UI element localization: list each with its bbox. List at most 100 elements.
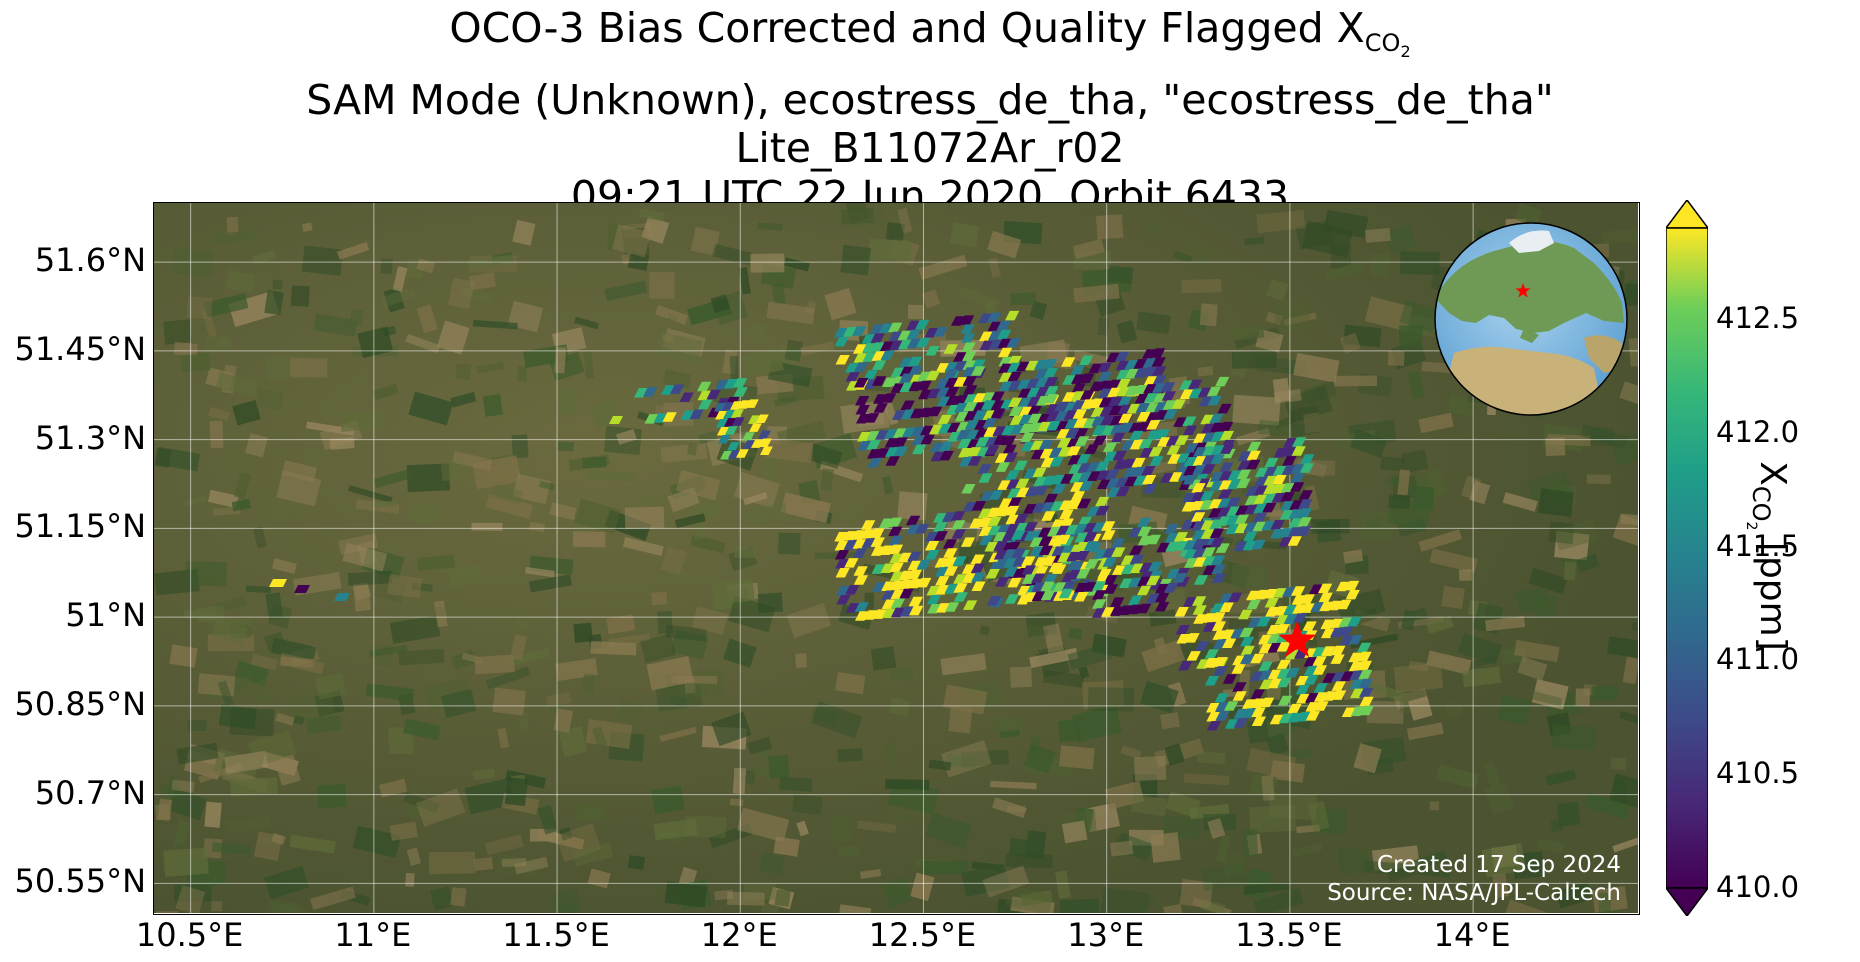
- terrain-patch: [187, 720, 207, 732]
- xco2-sounding: [927, 604, 942, 614]
- terrain-patch: [586, 469, 634, 482]
- xco2-sounding: [1044, 394, 1059, 404]
- xco2-sounding: [1027, 413, 1042, 424]
- xco2-sounding: [733, 387, 748, 397]
- xco2-sounding: [1077, 516, 1092, 527]
- xco2-sounding: [951, 529, 966, 539]
- xco2-sounding: [857, 441, 872, 451]
- xco2-sounding: [1265, 607, 1280, 617]
- terrain-patch: [1429, 548, 1478, 573]
- xco2-sounding: [643, 387, 658, 397]
- xco2-sounding: [1047, 526, 1062, 537]
- terrain-patch: [207, 406, 230, 422]
- xco2-sounding: [881, 599, 896, 609]
- xco2-sounding: [1051, 475, 1066, 485]
- terrain-patch: [406, 847, 421, 866]
- xco2-sounding: [1134, 385, 1149, 395]
- xco2-sounding: [997, 329, 1012, 340]
- satellite-map[interactable]: Created 17 Sep 2024 Source: NASA/JPL-Cal…: [153, 202, 1640, 915]
- terrain-patch: [1554, 531, 1590, 561]
- terrain-patch: [537, 804, 559, 835]
- terrain-patch: [1555, 882, 1593, 909]
- xco2-sounding: [1283, 605, 1298, 615]
- xco2-sounding: [1068, 499, 1083, 510]
- xco2-sounding: [1246, 459, 1261, 470]
- terrain-patch: [750, 253, 785, 273]
- terrain-patch: [1005, 853, 1053, 868]
- terrain-patch: [1197, 366, 1214, 377]
- xco2-sounding: [962, 367, 977, 377]
- terrain-patch: [1120, 745, 1142, 760]
- xco2-sounding: [928, 406, 943, 417]
- terrain-patch: [1342, 549, 1364, 564]
- xco2-sounding: [1359, 696, 1374, 707]
- xco2-sounding: [720, 451, 733, 460]
- xco2-sounding: [870, 324, 885, 334]
- terrain-patch: [1010, 292, 1037, 306]
- terrain-patch: [1288, 405, 1322, 438]
- target-star-marker: [1278, 620, 1317, 657]
- xco2-sounding: [1254, 476, 1269, 487]
- terrain-patch: [215, 371, 259, 398]
- xco2-sounding: [1099, 406, 1114, 417]
- xco2-sounding: [1107, 387, 1122, 398]
- xco2-sounding: [1182, 475, 1197, 485]
- xco2-sounding: [1318, 592, 1333, 603]
- terrain-patch: [576, 802, 604, 822]
- xco2-sounding: [1359, 687, 1374, 698]
- xco2-sounding: [1212, 630, 1227, 640]
- xco2-sounding: [925, 550, 940, 560]
- xco2-sounding: [1076, 454, 1091, 464]
- xco2-sounding: [1247, 441, 1262, 452]
- xco2-sounding: [730, 401, 743, 410]
- xco2-sounding: [834, 550, 850, 560]
- terrain-patch: [925, 812, 973, 849]
- xco2-sounding: [1102, 442, 1117, 453]
- xco2-sounding: [1206, 712, 1221, 722]
- xco2-sounding: [1021, 556, 1036, 566]
- xco2-sounding: [982, 410, 997, 420]
- xco2-sounding: [1063, 410, 1078, 420]
- terrain-patch: [856, 820, 897, 834]
- xco2-sounding: [915, 523, 930, 534]
- terrain-patch: [490, 484, 523, 505]
- terrain-patch: [1417, 867, 1450, 879]
- xco2-sounding: [1161, 391, 1176, 401]
- terrain-patch: [1611, 429, 1639, 466]
- xco2-sounding: [1254, 485, 1269, 496]
- xco2-sounding: [1280, 492, 1295, 502]
- xco2-sounding: [1046, 421, 1061, 431]
- xco2-sounding: [1206, 703, 1221, 713]
- xco2-sounding: [1101, 521, 1116, 531]
- terrain-patch: [1261, 775, 1275, 801]
- terrain-patch: [317, 783, 347, 809]
- xco2-sounding: [698, 399, 713, 410]
- terrain-patch: [1082, 680, 1125, 710]
- terrain-patch: [293, 715, 305, 726]
- xco2-sounding: [1137, 585, 1152, 596]
- xco2-sounding: [930, 451, 945, 462]
- terrain-patch: [1469, 480, 1491, 505]
- xco2-sounding: [1112, 450, 1127, 461]
- xco2-sounding: [1005, 470, 1020, 480]
- xco2-sounding: [714, 403, 727, 412]
- xco2-sounding: [1209, 528, 1224, 538]
- xco2-sounding: [1005, 310, 1020, 321]
- xco2-sounding: [944, 362, 959, 372]
- inset-globe: [1434, 222, 1628, 416]
- xco2-sounding: [890, 367, 905, 378]
- xco2-sounding: [888, 544, 904, 555]
- xco2-sounding: [1109, 415, 1124, 426]
- xco2-sounding: [1061, 357, 1076, 367]
- xco2-sounding: [1061, 581, 1076, 591]
- xco2-sounding: [907, 569, 922, 580]
- xco2-sounding: [871, 342, 886, 352]
- terrain-patch: [766, 301, 816, 325]
- terrain-patch: [748, 322, 766, 334]
- xco2-sounding: [1132, 466, 1147, 477]
- terrain-patch: [1266, 733, 1289, 757]
- xco2-sounding: [935, 576, 950, 586]
- terrain-patch: [1159, 712, 1180, 730]
- terrain-patch: [1366, 700, 1404, 724]
- terrain-patch: [961, 863, 1010, 897]
